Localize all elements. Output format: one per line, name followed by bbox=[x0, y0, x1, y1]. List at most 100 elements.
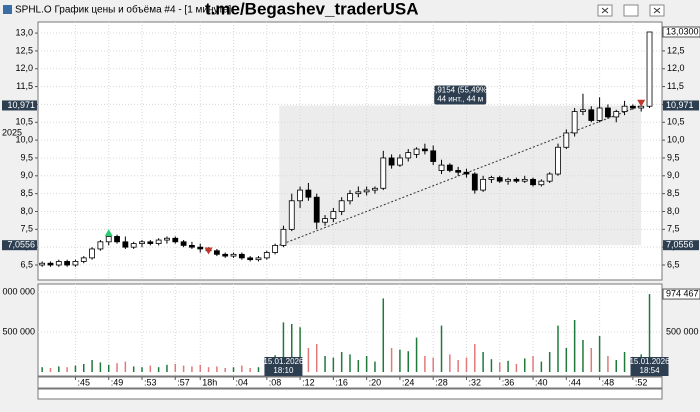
candle-body bbox=[89, 248, 95, 259]
candle-body bbox=[455, 170, 462, 173]
candle-body bbox=[97, 241, 104, 250]
x-tick-label: :28 bbox=[435, 377, 448, 387]
y-tick-label: 9,0 bbox=[20, 170, 33, 180]
candle-body bbox=[388, 157, 395, 166]
empty-row bbox=[37, 388, 663, 400]
candle-body bbox=[580, 109, 586, 112]
watermark: t.me/Begashev_traderUSA bbox=[205, 0, 419, 18]
level-label: 10,971 bbox=[7, 100, 35, 110]
candle-body bbox=[272, 244, 279, 253]
button-glyphs bbox=[601, 7, 661, 14]
candle-body bbox=[288, 200, 295, 230]
level-label-box bbox=[663, 100, 699, 111]
volume-tick-label: 500 000 bbox=[2, 326, 35, 336]
candle-body bbox=[421, 148, 428, 152]
candle-body bbox=[496, 177, 503, 182]
candle-body bbox=[305, 189, 312, 198]
y-tick-label: 11,5 bbox=[667, 81, 684, 91]
candle-body bbox=[413, 148, 420, 155]
candle-body bbox=[39, 262, 46, 266]
date-label-box bbox=[630, 357, 669, 376]
range-annotation: 3,9154 (55,49%) bbox=[431, 86, 490, 95]
date-label-box bbox=[264, 357, 303, 376]
candle-body bbox=[538, 180, 545, 186]
window-icon bbox=[3, 5, 12, 14]
y-tick-label: 12,0 bbox=[667, 63, 685, 73]
time-axis bbox=[37, 376, 663, 389]
y-tick-label: 9,5 bbox=[20, 152, 33, 162]
candle-body bbox=[596, 107, 603, 121]
candle-body bbox=[513, 178, 520, 182]
title-bar bbox=[0, 0, 700, 20]
y-tick-label: 12,5 bbox=[667, 45, 685, 55]
candle-body bbox=[238, 253, 245, 259]
y-tick-label: 7,5 bbox=[20, 224, 33, 234]
candle-body bbox=[471, 173, 478, 191]
level-label: 10,971 bbox=[666, 100, 694, 110]
x-tick-label: :16 bbox=[335, 377, 348, 387]
time-label: 18:54 bbox=[640, 366, 661, 375]
candle-body bbox=[488, 177, 495, 180]
level-label-box bbox=[663, 240, 699, 251]
candle-body bbox=[546, 173, 553, 182]
y-tick-label: 9,5 bbox=[667, 152, 680, 162]
volume-tick-label: 500 000 bbox=[666, 326, 699, 336]
x-tick-label: :53 bbox=[144, 377, 157, 387]
y-tick-label: 8,0 bbox=[667, 206, 680, 216]
candle-body bbox=[255, 257, 262, 261]
candle-body bbox=[80, 257, 87, 262]
x-tick-label: :32 bbox=[468, 377, 481, 387]
candle-body bbox=[446, 164, 453, 171]
candle-body bbox=[147, 241, 154, 245]
trend-line bbox=[279, 104, 642, 246]
candle-body bbox=[105, 236, 112, 243]
candle-body bbox=[563, 132, 570, 148]
candle-body bbox=[155, 239, 162, 245]
signal-marker bbox=[204, 247, 213, 255]
candle-body bbox=[355, 191, 362, 195]
candle-body bbox=[114, 236, 120, 243]
candle-body bbox=[313, 196, 320, 223]
candle-body bbox=[372, 187, 378, 191]
candle-body bbox=[555, 146, 561, 175]
candle-body bbox=[247, 257, 254, 261]
candle-body bbox=[629, 105, 636, 109]
last-price-label: 13,0300 bbox=[666, 26, 699, 36]
last-volume-box bbox=[662, 288, 700, 300]
candle-body bbox=[213, 250, 220, 255]
date-label: 15.01.2026 bbox=[629, 357, 670, 366]
candle-body bbox=[55, 261, 62, 266]
last-price-box bbox=[662, 26, 700, 38]
y-tick-label: 6,5 bbox=[667, 259, 680, 269]
candle-body bbox=[480, 178, 487, 191]
x-tick-label: :48 bbox=[602, 377, 615, 387]
x-tick-label: :04 bbox=[236, 377, 249, 387]
candle-body bbox=[405, 152, 412, 159]
last-volume-label: 974 467 bbox=[666, 288, 699, 298]
level-label-box bbox=[2, 100, 37, 111]
y-tick-label: 11,5 bbox=[16, 81, 33, 91]
candle-body bbox=[646, 31, 653, 107]
candle-body bbox=[164, 237, 170, 241]
x-tick-label: :12 bbox=[302, 377, 315, 387]
candle-body bbox=[189, 244, 195, 248]
candle-body bbox=[521, 178, 528, 182]
candle-body bbox=[505, 178, 511, 182]
candle-body bbox=[122, 241, 129, 248]
y-tick-label: 10,5 bbox=[667, 117, 685, 127]
maximize-button[interactable] bbox=[623, 4, 639, 17]
candle-body bbox=[139, 241, 145, 245]
candle-body bbox=[430, 150, 437, 162]
candle-body bbox=[397, 157, 403, 166]
candle-body bbox=[172, 237, 179, 243]
candle-body bbox=[47, 262, 54, 266]
candle-body bbox=[180, 241, 187, 246]
time-label: 18:10 bbox=[273, 366, 294, 375]
candle-body bbox=[297, 189, 303, 202]
candle-body bbox=[347, 193, 353, 202]
x-tick-label: :20 bbox=[369, 377, 382, 387]
y-tick-label: 13,0 bbox=[15, 27, 33, 37]
window-buttons[interactable] bbox=[597, 4, 665, 17]
y-tick-label: 10,5 bbox=[15, 117, 33, 127]
